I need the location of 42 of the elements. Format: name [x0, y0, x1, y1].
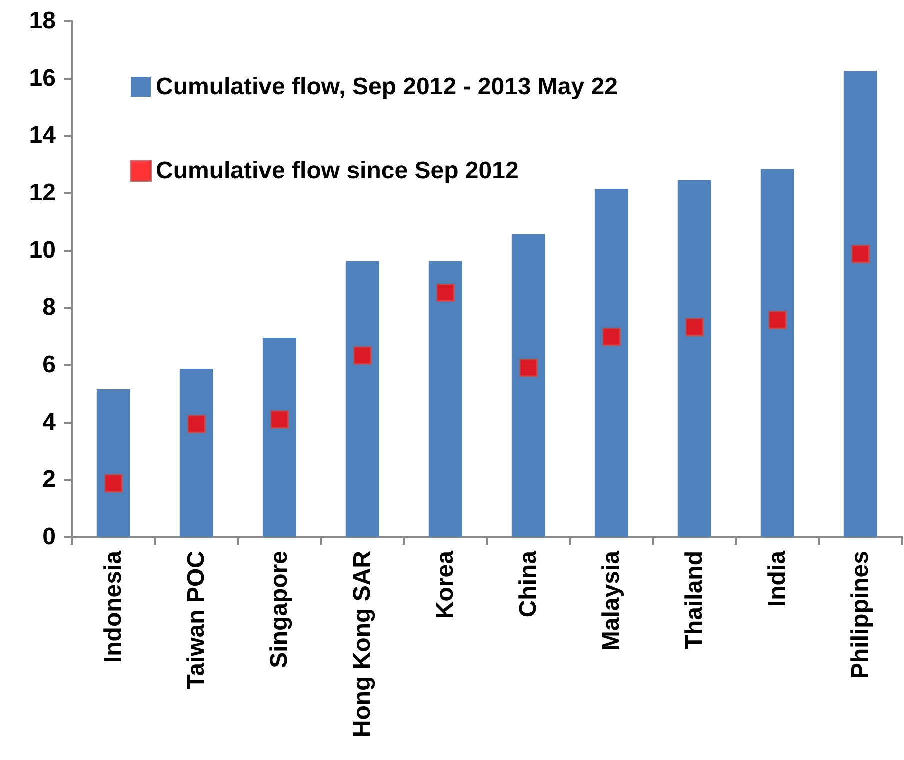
bar: [760, 169, 794, 537]
bar: [262, 338, 296, 537]
bar: [180, 369, 214, 537]
y-tick-label: 10: [29, 236, 56, 264]
y-tick-label: 0: [42, 524, 56, 550]
x-tick-label: India: [764, 550, 791, 608]
point: [602, 328, 621, 346]
x-tick-label: Thailand: [681, 551, 708, 650]
bar: [346, 261, 380, 537]
point: [353, 346, 372, 365]
x-tick-label: Philippines: [847, 551, 874, 680]
y-tick-label: 4: [42, 408, 57, 436]
y-tick-label: 14: [29, 122, 57, 150]
point: [768, 310, 787, 330]
bar: [428, 261, 462, 537]
y-tick-label: 2: [42, 466, 56, 494]
x-tick-label: Korea: [432, 550, 459, 620]
y-tick-label: 18: [29, 8, 56, 34]
point: [519, 358, 538, 378]
point: [270, 410, 289, 429]
legend-label: Cumulative flow since Sep 2012: [156, 158, 519, 184]
y-tick-label: 16: [29, 64, 56, 92]
point: [436, 284, 455, 302]
bar: [844, 71, 878, 537]
x-tick-label: Taiwan POC: [183, 551, 210, 690]
x-tick-label: Singapore: [266, 551, 293, 668]
x-tick-label: China: [515, 550, 542, 618]
point: [685, 318, 704, 336]
legend-label: Cumulative flow, Sep 2012 - 2013 May 22: [156, 74, 618, 100]
bar: [96, 389, 130, 537]
x-tick-label: Indonesia: [100, 550, 127, 664]
point: [851, 244, 870, 264]
bar: [594, 188, 628, 537]
y-tick-label: 12: [29, 180, 56, 206]
y-tick-label: 6: [42, 352, 56, 378]
y-tick-label: 8: [42, 294, 56, 322]
bar: [512, 234, 546, 537]
x-tick-label: Hong Kong SAR: [349, 551, 376, 738]
x-tick-label: Malaysia: [598, 550, 625, 652]
point: [104, 474, 123, 493]
bar: [678, 180, 712, 537]
point: [187, 414, 206, 434]
